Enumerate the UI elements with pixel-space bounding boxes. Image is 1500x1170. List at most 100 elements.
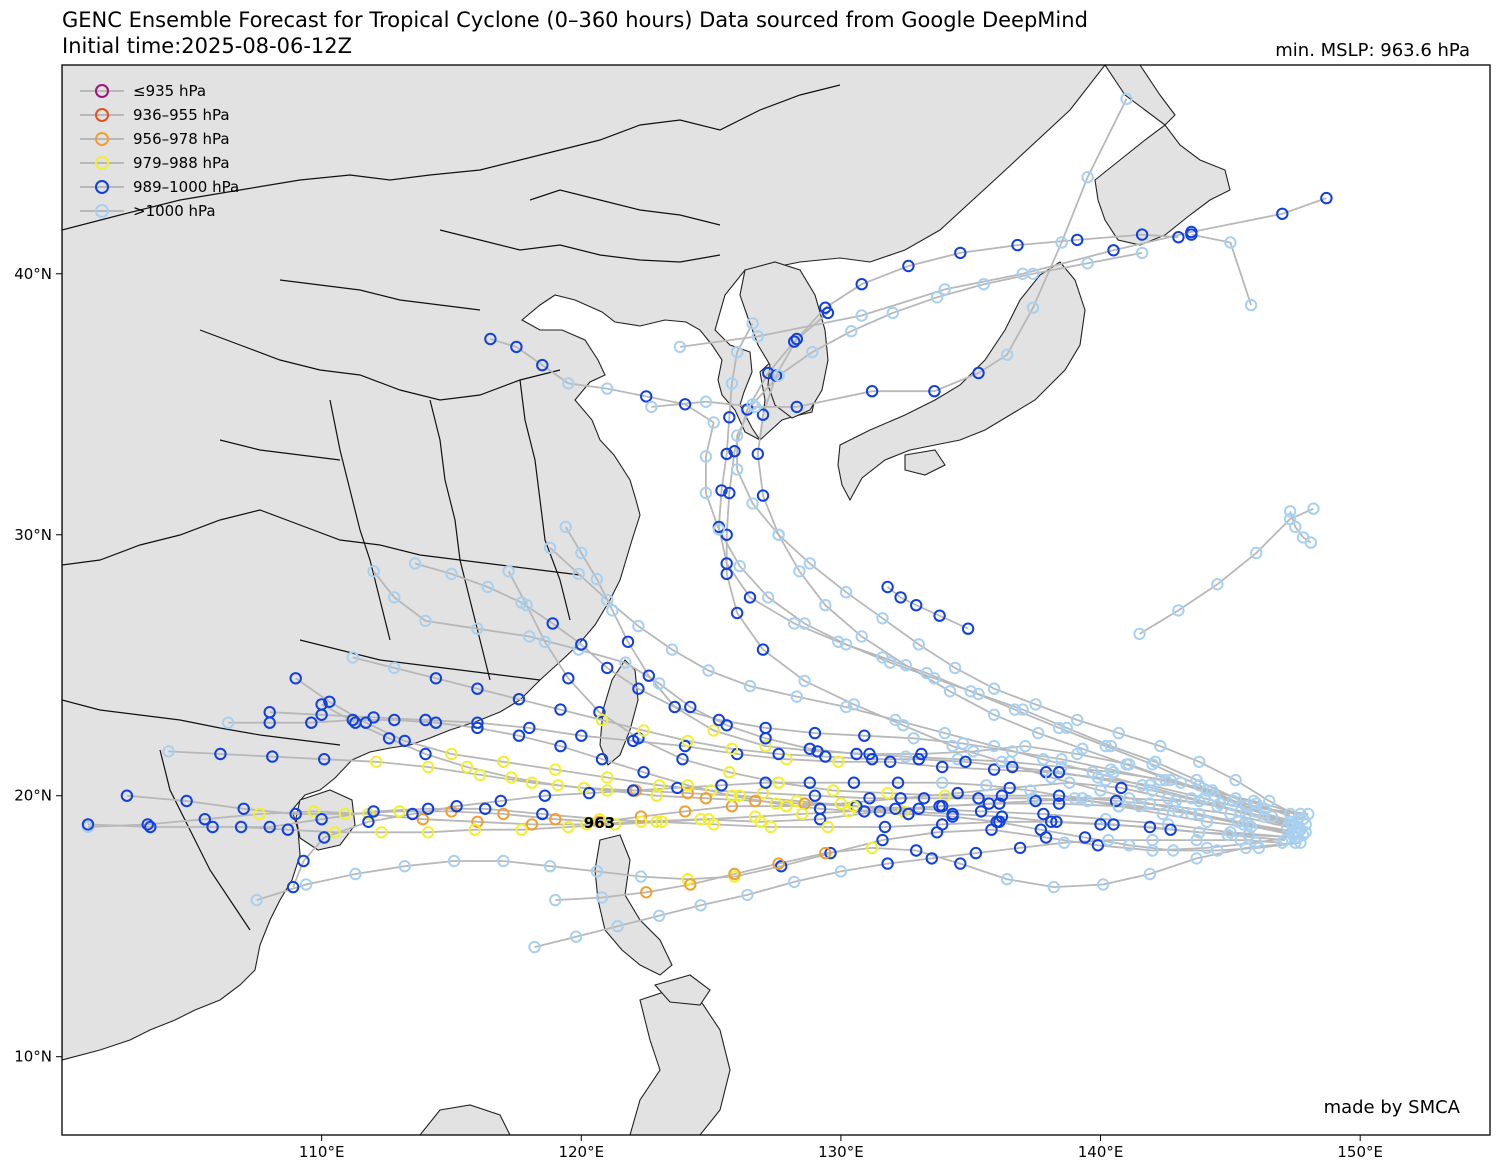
forecast-point (1052, 766, 1066, 779)
forecast-point (429, 672, 443, 685)
forecast-point (933, 609, 946, 622)
forecast-point (819, 599, 832, 612)
forecast-point (1320, 191, 1333, 205)
forecast-point (702, 813, 715, 826)
forecast-point (1164, 823, 1177, 836)
forecast-point (1252, 841, 1266, 855)
forecast-point (723, 766, 736, 779)
forecast-point (681, 786, 694, 800)
forecast-point (808, 726, 822, 740)
forecast-point (954, 246, 967, 260)
forecast-point (549, 813, 562, 826)
forecast-point (678, 805, 692, 818)
forecast-point (733, 789, 746, 802)
forecast-point (1276, 207, 1289, 221)
forecast-point (813, 802, 827, 815)
forecast-point (1276, 836, 1289, 849)
forecast-point (1055, 236, 1068, 249)
forecast-point (471, 622, 484, 635)
forecast-point (1135, 228, 1149, 241)
japan-shikoku (904, 449, 946, 476)
forecast-point (951, 753, 964, 766)
map-frame (61, 64, 1491, 1136)
track-line (490, 338, 1307, 834)
forecast-point (523, 630, 536, 643)
forecast-point (967, 745, 980, 758)
forecast-point (925, 852, 938, 865)
forecast-point (928, 385, 941, 398)
forecast-point (980, 779, 993, 792)
forecast-point (601, 593, 614, 607)
forecast-point (1076, 742, 1089, 755)
forecast-point (1008, 703, 1022, 716)
forecast-point (543, 541, 557, 554)
forecast-point (590, 572, 604, 586)
forecast-point (525, 776, 539, 789)
forecast-point (1265, 810, 1279, 823)
forecast-point (699, 486, 713, 500)
forecast-point (398, 860, 411, 873)
forecast-point (305, 716, 318, 729)
forecast-point (886, 306, 899, 320)
forecast-point (1115, 781, 1128, 795)
forecast-point (762, 591, 775, 604)
forecast-point (393, 805, 406, 818)
forecast-point (1078, 831, 1092, 844)
forecast-point (1006, 745, 1019, 758)
legend-label: 956–978 hPa (133, 130, 230, 148)
forecast-point (699, 792, 713, 805)
forecast-point (775, 860, 788, 873)
forecast-point (416, 813, 430, 826)
forecast-point (1029, 698, 1042, 711)
forecast-point (632, 682, 645, 695)
forecast-point (346, 713, 359, 727)
forecast-point (653, 677, 666, 690)
forecast-point (551, 779, 565, 792)
forecast-point (803, 557, 816, 570)
forecast-point (1107, 244, 1120, 257)
forecast-point (1037, 753, 1050, 766)
forecast-point (912, 638, 925, 651)
forecast-point (798, 674, 811, 688)
forecast-point (749, 794, 762, 808)
forecast-point (382, 732, 396, 745)
forecast-point (1172, 604, 1185, 617)
chart-title-line1: GENC Ensemble Forecast for Tropical Cycl… (62, 8, 1088, 32)
forecast-point (263, 820, 276, 834)
forecast-point (554, 739, 567, 753)
forecast-point (1239, 807, 1253, 821)
forecast-point (723, 486, 736, 500)
forecast-point (1026, 792, 1040, 805)
forecast-point (743, 591, 757, 604)
forecast-point (468, 823, 481, 836)
forecast-point (788, 335, 801, 348)
forecast-point (873, 805, 887, 818)
forecast-point (1050, 815, 1063, 828)
forecast-point (772, 528, 785, 541)
forecast-point (842, 805, 855, 818)
forecast-point (650, 789, 663, 802)
forecast-point (1185, 792, 1198, 805)
track-line (1191, 233, 1252, 306)
forecast-point (1224, 826, 1237, 839)
forecast-point (798, 617, 811, 630)
border-layer (62, 84, 841, 931)
forecast-point (1229, 773, 1242, 787)
legend-label: 936–955 hPa (133, 106, 230, 124)
forecast-point (769, 797, 783, 810)
forecast-point (1112, 800, 1125, 813)
forecast-point (1099, 773, 1112, 787)
forecast-point (790, 794, 803, 808)
forecast-point (484, 332, 497, 346)
forecast-point (948, 661, 962, 675)
track-line (736, 252, 1304, 820)
forecast-point (790, 332, 803, 346)
forecast-point (954, 857, 967, 870)
forecast-point (370, 755, 383, 768)
lat-tick-label: 40°N (14, 265, 52, 283)
forecast-point (328, 826, 341, 839)
forecast-point (759, 721, 772, 735)
forecast-point (1224, 236, 1237, 249)
legend-entry: 979–988 hPa (80, 154, 230, 172)
credit-label: made by SMCA (1324, 1097, 1461, 1118)
